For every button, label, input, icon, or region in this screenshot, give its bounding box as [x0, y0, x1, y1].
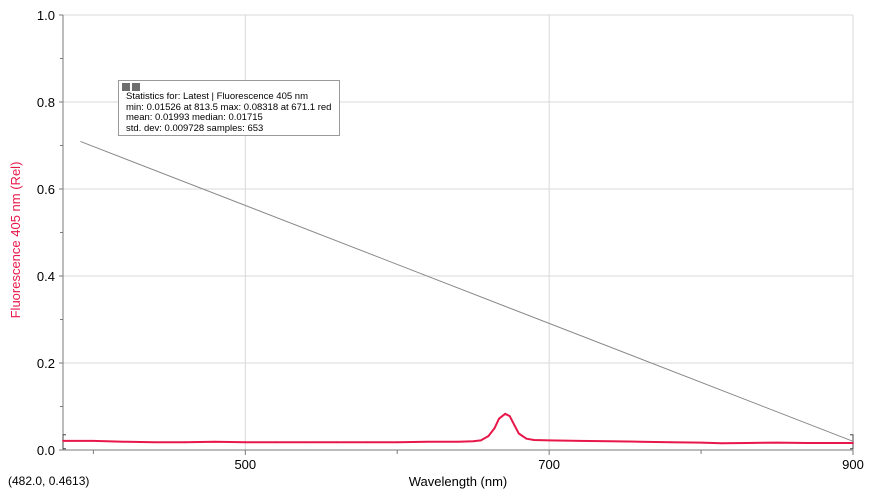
data-point: [244, 441, 247, 444]
y-axis-label: Fluorescence 405 nm (Rel): [8, 162, 23, 319]
data-point: [305, 441, 307, 444]
drag-handle-icon[interactable]: [122, 83, 140, 91]
data-point: [517, 432, 520, 435]
data-point: [122, 440, 125, 443]
stats-title: Statistics for: Latest | Fluorescence 40…: [126, 91, 308, 102]
data-point: [153, 441, 156, 444]
data-point: [745, 442, 748, 444]
data-point: [214, 440, 216, 443]
data-point: [609, 440, 611, 443]
cursor-coordinate-readout: (482.0, 0.4613): [8, 474, 90, 488]
data-point: [396, 441, 399, 444]
data-point: [700, 441, 702, 444]
stats-stddev-samples: std. dev: 0.009728 samples: 653: [126, 122, 264, 134]
data-point: [472, 440, 475, 443]
annotation: [62, 140, 854, 450]
data-point: [92, 439, 95, 442]
data-point: [548, 439, 551, 442]
y-tick-label: 0.0: [37, 443, 55, 458]
series: [62, 412, 854, 445]
range-bracket-right: [850, 434, 854, 450]
data-point: [533, 439, 535, 441]
x-axis-label: Wavelength (nm): [409, 474, 508, 489]
y-tick-label: 0.4: [37, 269, 55, 284]
stats-min-max: min: 0.01526 at 813.5 max: 0.08318 at 67…: [126, 101, 332, 113]
data-point: [504, 412, 507, 415]
y-tick-label: 0.6: [37, 182, 55, 197]
ticks: 0.0 0.2 0.4 0.6 0.8 1.0 500 700 900: [37, 8, 864, 472]
data-point: [513, 423, 516, 426]
data-point: [578, 439, 581, 442]
data-point: [183, 441, 186, 444]
data-point: [836, 442, 839, 444]
data-point: [274, 441, 277, 444]
data-point: [487, 435, 490, 437]
x-tick-label: 700: [538, 457, 560, 472]
data-point: [669, 441, 672, 444]
x-tick-label: 900: [842, 457, 864, 472]
x-tick-label: 500: [234, 457, 256, 472]
data-point: [479, 439, 482, 442]
y-tick-label: 0.2: [37, 356, 55, 371]
data-point: [365, 441, 368, 444]
stats-mean-median: mean: 0.01993 median: 0.01715: [126, 112, 263, 123]
data-point: [335, 441, 338, 444]
y-tick-label: 1.0: [37, 8, 55, 23]
data-point: [498, 417, 500, 420]
data-point: [457, 440, 459, 443]
series-line: [63, 412, 853, 445]
data-point: [508, 415, 511, 417]
y-tick-label: 0.8: [37, 95, 55, 110]
data-point: [639, 440, 642, 443]
data-point: [852, 442, 854, 444]
data-point: [493, 427, 496, 430]
data-point: [806, 442, 809, 444]
stats-leader-line: [80, 140, 854, 442]
data-point: [62, 439, 64, 442]
axes: [62, 14, 854, 451]
data-point: [720, 442, 723, 445]
data-point: [776, 441, 778, 444]
data-point: [525, 437, 528, 440]
data-point: [426, 440, 429, 443]
statistics-box[interactable]: Statistics for: Latest | Fluorescence 40…: [118, 80, 340, 136]
